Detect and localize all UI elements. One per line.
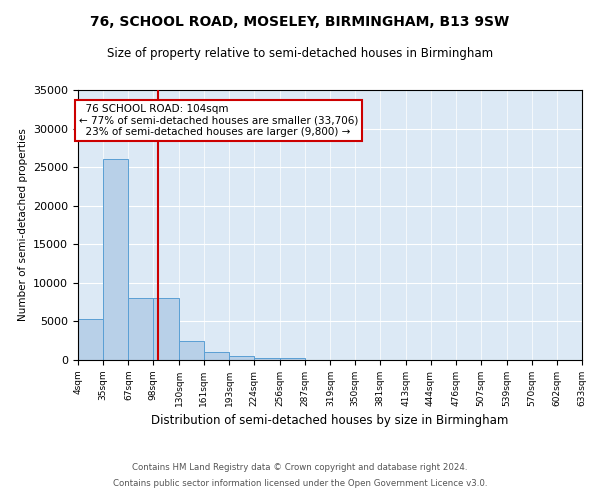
Bar xyxy=(179,342,204,360)
X-axis label: Distribution of semi-detached houses by size in Birmingham: Distribution of semi-detached houses by … xyxy=(151,414,509,428)
Bar xyxy=(204,352,229,360)
Text: 76 SCHOOL ROAD: 104sqm
← 77% of semi-detached houses are smaller (33,706)
  23% : 76 SCHOOL ROAD: 104sqm ← 77% of semi-det… xyxy=(79,104,358,137)
Text: 76, SCHOOL ROAD, MOSELEY, BIRMINGHAM, B13 9SW: 76, SCHOOL ROAD, MOSELEY, BIRMINGHAM, B1… xyxy=(91,15,509,29)
Text: Size of property relative to semi-detached houses in Birmingham: Size of property relative to semi-detach… xyxy=(107,48,493,60)
Bar xyxy=(103,160,128,360)
Bar xyxy=(229,356,254,360)
Bar xyxy=(280,358,305,360)
Bar xyxy=(128,298,154,360)
Y-axis label: Number of semi-detached properties: Number of semi-detached properties xyxy=(17,128,28,322)
Text: Contains HM Land Registry data © Crown copyright and database right 2024.: Contains HM Land Registry data © Crown c… xyxy=(132,464,468,472)
Bar xyxy=(254,358,280,360)
Bar xyxy=(154,298,179,360)
Text: Contains public sector information licensed under the Open Government Licence v3: Contains public sector information licen… xyxy=(113,478,487,488)
Bar xyxy=(78,319,103,360)
